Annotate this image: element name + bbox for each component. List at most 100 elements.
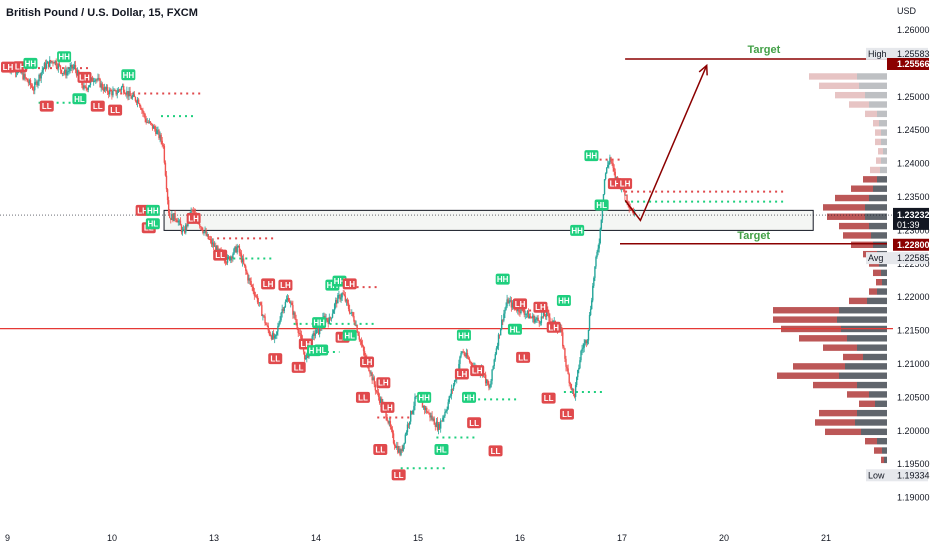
profile-bar-dark: [865, 204, 887, 211]
candle-body: [362, 346, 365, 352]
candle-body: [74, 64, 77, 70]
candle-body: [215, 245, 217, 252]
candle-body: [588, 315, 591, 330]
candle-body: [502, 319, 504, 321]
candle-body: [486, 379, 488, 384]
profile-bar-dark: [877, 288, 887, 295]
y-tick-label: 1.20500: [897, 392, 930, 402]
candle-body: [283, 307, 286, 311]
candle-body: [399, 448, 401, 455]
candle-body: [266, 324, 268, 326]
candle-body: [60, 69, 63, 74]
candle-body: [204, 230, 206, 232]
candle-body: [577, 369, 579, 378]
candle-body: [429, 412, 431, 418]
candle-body: [109, 89, 111, 95]
candle-body: [449, 395, 452, 397]
candle-body: [46, 61, 49, 64]
profile-bar-red: [849, 297, 867, 305]
candle-body: [61, 73, 64, 74]
candle-body: [135, 100, 138, 103]
candle-body: [353, 316, 355, 322]
candle-body: [358, 335, 360, 340]
candle-body: [203, 231, 205, 233]
candle-body: [141, 109, 143, 111]
pivot-tag-box: [72, 93, 87, 105]
candle-body: [501, 319, 503, 329]
candle-body: [15, 72, 18, 74]
candle-body: [391, 429, 394, 434]
profile-bar-dark: [881, 157, 887, 164]
pivot-tag-box: [268, 353, 283, 365]
candle-body: [416, 395, 418, 397]
candle-body: [278, 323, 280, 327]
pivot-tag-label: HH: [558, 297, 570, 306]
candle-body: [178, 220, 181, 222]
pivot-tag-box: [541, 392, 556, 404]
candle-body: [503, 313, 505, 321]
candle-body: [95, 79, 97, 81]
candle-body: [277, 326, 279, 332]
profile-bar-red: [835, 194, 869, 202]
pivot-tag-label: HH: [58, 53, 70, 62]
candle-body: [208, 239, 211, 240]
candle-body: [149, 121, 152, 124]
candle-body: [84, 85, 86, 87]
candle-body: [136, 99, 139, 103]
profile-bar-red: [865, 110, 877, 118]
candle-body: [461, 351, 463, 354]
profile-bar-red: [851, 241, 873, 248]
profile-bar-dark: [877, 176, 887, 183]
candle-body: [525, 313, 528, 315]
candle-body: [31, 86, 34, 90]
candle-body: [97, 77, 99, 80]
profile-bar-red: [827, 213, 865, 220]
candle-body: [523, 311, 525, 315]
pivot-tag-box: [556, 295, 571, 307]
low-tag: Low: [868, 470, 885, 480]
candle-body: [71, 64, 73, 69]
candle-body: [265, 323, 267, 325]
candle-body: [23, 74, 25, 80]
candle-body: [64, 69, 66, 74]
candle-body: [569, 383, 571, 385]
candle-body: [601, 206, 604, 220]
candle-body: [96, 79, 98, 81]
candle-body: [192, 210, 194, 212]
candle-body: [140, 106, 142, 110]
candle-body: [497, 334, 500, 346]
pivot-tag-box: [546, 321, 561, 333]
candle-body: [33, 89, 35, 91]
candle-body: [527, 311, 530, 319]
candle-body: [338, 294, 340, 296]
candle-body: [323, 315, 325, 318]
pivot-tag-box: [1, 61, 15, 73]
candle-body: [326, 318, 328, 321]
candle-body: [252, 286, 254, 292]
high-tag: High: [868, 49, 887, 59]
candle-body: [528, 316, 531, 319]
candle-body: [82, 85, 84, 89]
candle-body: [561, 326, 563, 333]
x-tick-label: 17: [617, 533, 627, 543]
x-tick-label: 13: [209, 533, 219, 543]
candle-body: [495, 348, 498, 355]
candle-body: [275, 334, 277, 336]
candle-body: [88, 85, 91, 88]
candle-body: [83, 85, 85, 89]
candle-body: [541, 316, 544, 318]
profile-bar-dark: [861, 428, 887, 436]
candle-body: [143, 112, 145, 115]
profile-bar-dark: [857, 344, 887, 351]
candle-body: [544, 316, 547, 317]
pivot-tag-box: [570, 224, 585, 236]
high-label: High 1.25583: [866, 47, 930, 60]
candle-body: [175, 219, 177, 221]
pivot-tag-label: LL: [491, 447, 501, 456]
candle-body: [42, 67, 45, 71]
candle-body: [524, 313, 526, 315]
candle-body: [171, 214, 173, 220]
candle-body: [248, 278, 250, 281]
profile-bar-dark: [839, 307, 887, 314]
candle-body: [128, 91, 130, 97]
